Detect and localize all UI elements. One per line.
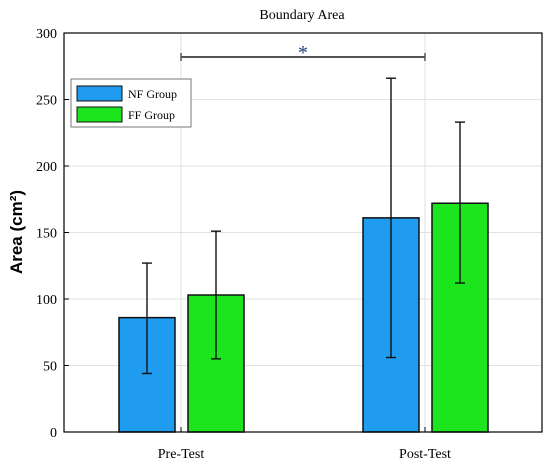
y-tick-label: 200: [36, 160, 57, 175]
x-tick-label: Post-Test: [399, 447, 451, 462]
x-axis-ticks: Pre-Test Post-Test: [158, 427, 451, 462]
y-axis-ticks: 0 50 100 150 200 250 300: [36, 27, 69, 441]
significance-marker: *: [298, 42, 308, 64]
legend-swatch: [76, 85, 123, 102]
legend-label: NF Group: [128, 87, 177, 101]
y-tick-label: 0: [50, 426, 57, 441]
legend-swatch: [76, 106, 123, 123]
x-tick-label: Pre-Test: [158, 447, 205, 462]
y-tick-label: 300: [36, 27, 57, 42]
y-tick-label: 50: [43, 360, 57, 375]
y-axis-label: Area (cm²): [7, 190, 26, 274]
bars-layer: [118, 202, 489, 433]
y-tick-label: 250: [36, 94, 57, 109]
y-tick-label: 150: [36, 227, 57, 242]
significance-bracket: *: [180, 42, 426, 64]
y-tick-label: 100: [36, 293, 57, 308]
chart-title: Boundary Area: [259, 8, 345, 23]
legend-label: FF Group: [128, 108, 175, 122]
legend: NF Group FF Group: [70, 78, 192, 128]
errorbar-layer: [142, 77, 465, 375]
